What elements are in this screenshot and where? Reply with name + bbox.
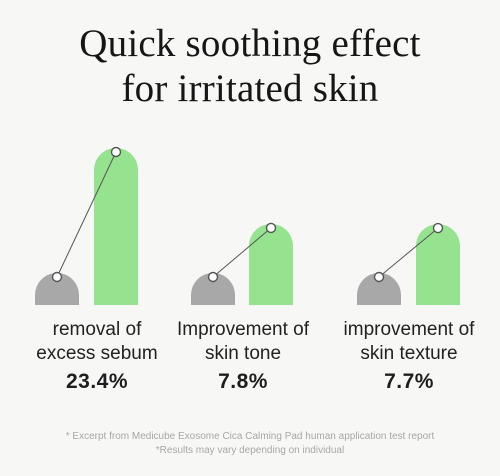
category-label-1-line1: removal of [52, 319, 142, 340]
after-bar-3 [416, 224, 460, 305]
trend-line-1 [56, 151, 117, 278]
category-label-3-line1: improvement of [343, 319, 475, 340]
before-point-2 [207, 271, 219, 283]
after-bar-1 [94, 148, 138, 305]
footnote-line1: * Excerpt from Medicube Exosome Cica Cal… [65, 431, 435, 442]
category-label-3: improvement of skin texture [329, 318, 489, 366]
before-bar-3 [357, 273, 401, 305]
category-label-3-line2: skin texture [360, 343, 458, 364]
category-value-3: 7.7% [384, 370, 434, 393]
after-point-1 [110, 146, 122, 158]
after-bar-2 [249, 223, 293, 305]
before-bar-2 [191, 273, 235, 305]
category-label-2-line1: Improvement of [177, 319, 309, 340]
category-value-2: 7.8% [218, 370, 268, 393]
category-label-1-line2: excess sebum [36, 343, 158, 364]
trend-line-2 [212, 227, 272, 278]
after-point-2 [265, 222, 277, 234]
chart-title-line1: Quick soothing effect [79, 22, 421, 65]
category-value-1: 23.4% [65, 370, 129, 393]
after-point-3 [432, 222, 444, 234]
before-bar-1 [35, 273, 79, 305]
before-point-3 [373, 271, 385, 283]
category-label-1: removal of excess sebum [17, 318, 177, 366]
before-point-1 [51, 271, 63, 283]
chart-title-line2: for irritated skin [121, 67, 379, 110]
trend-line-3 [378, 227, 439, 278]
category-label-2-line2: skin tone [204, 343, 282, 364]
footnote-line2: *Results may vary depending on individua… [155, 445, 345, 456]
category-label-2: Improvement of skin tone [163, 318, 323, 366]
